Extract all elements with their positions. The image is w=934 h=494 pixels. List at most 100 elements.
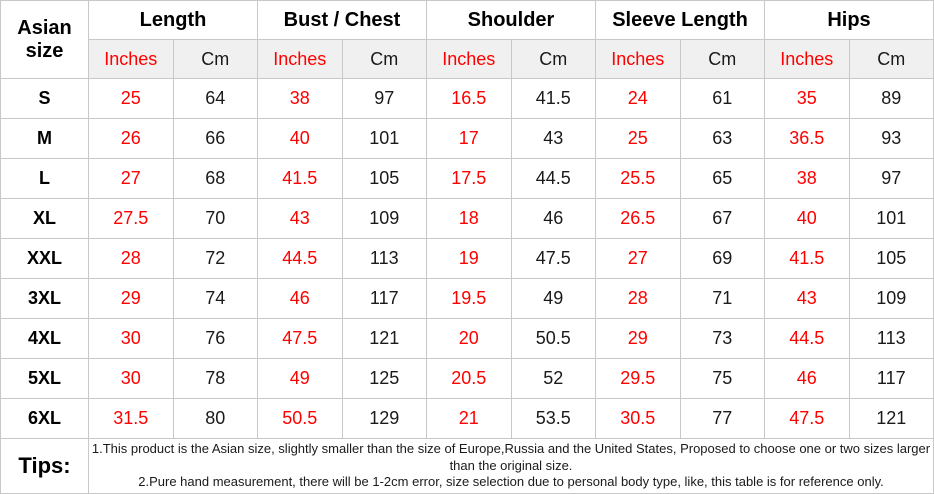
value-cell-cm: 76	[172, 318, 258, 359]
value-cell-cm: 125	[341, 358, 427, 399]
value-cell-inches: 36.5	[764, 118, 850, 159]
value-cell-cm: 129	[341, 398, 427, 439]
value-cell-cm: 68	[172, 158, 258, 199]
size-cell: XXL	[0, 238, 89, 279]
tip-note-2: 2.Pure hand measurement, there will be 1…	[138, 474, 884, 490]
unit-header-inches: Inches	[88, 39, 174, 79]
value-cell-inches: 40	[764, 198, 850, 239]
unit-header-cm: Cm	[848, 39, 934, 79]
table-row: XXL 28 72 44.5 113 19 47.5 27 69 41.5 105	[0, 238, 934, 279]
table-row: 3XL 29 74 46 117 19.5 49 28 71 43 109	[0, 278, 934, 319]
table-row: 6XL 31.5 80 50.5 129 21 53.5 30.5 77 47.5 121	[0, 398, 934, 439]
value-cell-cm: 101	[848, 198, 934, 239]
size-cell: 6XL	[0, 398, 89, 439]
value-cell-cm: 73	[679, 318, 765, 359]
value-cell-inches: 50.5	[257, 398, 343, 439]
value-cell-cm: 67	[679, 198, 765, 239]
table-row: 4XL 30 76 47.5 121 20 50.5 29 73 44.5 113	[0, 318, 934, 359]
value-cell-cm: 113	[341, 238, 427, 279]
value-cell-inches: 20.5	[426, 358, 512, 399]
header-bust-chest: Bust / Chest	[257, 0, 427, 40]
value-cell-inches: 19	[426, 238, 512, 279]
value-cell-cm: 63	[679, 118, 765, 159]
value-cell-cm: 71	[679, 278, 765, 319]
value-cell-inches: 35	[764, 78, 850, 119]
value-cell-inches: 30	[88, 358, 174, 399]
table-row: L 27 68 41.5 105 17.5 44.5 25.5 65 38 97	[0, 158, 934, 199]
value-cell-cm: 47.5	[510, 238, 596, 279]
value-cell-cm: 66	[172, 118, 258, 159]
value-cell-cm: 105	[341, 158, 427, 199]
header-length: Length	[88, 0, 258, 40]
value-cell-inches: 43	[257, 198, 343, 239]
value-cell-inches: 17	[426, 118, 512, 159]
value-cell-cm: 117	[341, 278, 427, 319]
table-row: XL 27.5 70 43 109 18 46 26.5 67 40 101	[0, 198, 934, 239]
value-cell-inches: 28	[595, 278, 681, 319]
unit-header-inches: Inches	[257, 39, 343, 79]
value-cell-inches: 20	[426, 318, 512, 359]
value-cell-inches: 44.5	[257, 238, 343, 279]
value-cell-cm: 64	[172, 78, 258, 119]
tips-row: Tips: 1.This product is the Asian size, …	[0, 438, 934, 494]
measure-header-row: Asian size Length Bust / Chest Shoulder …	[0, 0, 934, 79]
value-cell-cm: 44.5	[510, 158, 596, 199]
unit-header-cm: Cm	[172, 39, 258, 79]
value-cell-inches: 44.5	[764, 318, 850, 359]
value-cell-cm: 52	[510, 358, 596, 399]
size-rows: S 25 64 38 97 16.5 41.5 24 61 35 89 M 26 66 40 101 17 43 2…	[0, 78, 934, 439]
value-cell-cm: 69	[679, 238, 765, 279]
value-cell-cm: 53.5	[510, 398, 596, 439]
value-cell-cm: 46	[510, 198, 596, 239]
unit-header-cm: Cm	[510, 39, 596, 79]
value-cell-inches: 25.5	[595, 158, 681, 199]
table-row: S 25 64 38 97 16.5 41.5 24 61 35 89	[0, 78, 934, 119]
header-hips: Hips	[764, 0, 934, 40]
header-shoulder: Shoulder	[426, 0, 596, 40]
value-cell-inches: 19.5	[426, 278, 512, 319]
value-cell-inches: 27.5	[88, 198, 174, 239]
value-cell-inches: 27	[88, 158, 174, 199]
unit-header-row: Inches Cm Inches Cm Inches Cm Inches Cm …	[1, 39, 934, 79]
size-cell: L	[0, 158, 89, 199]
value-cell-inches: 41.5	[257, 158, 343, 199]
value-cell-inches: 29	[595, 318, 681, 359]
value-cell-cm: 75	[679, 358, 765, 399]
value-cell-inches: 29	[88, 278, 174, 319]
value-cell-cm: 78	[172, 358, 258, 399]
value-cell-cm: 121	[341, 318, 427, 359]
value-cell-inches: 47.5	[764, 398, 850, 439]
value-cell-cm: 97	[848, 158, 934, 199]
size-cell: S	[0, 78, 89, 119]
size-cell: M	[0, 118, 89, 159]
value-cell-inches: 30	[88, 318, 174, 359]
value-cell-cm: 93	[848, 118, 934, 159]
value-cell-cm: 101	[341, 118, 427, 159]
value-cell-inches: 17.5	[426, 158, 512, 199]
value-cell-inches: 43	[764, 278, 850, 319]
value-cell-cm: 109	[341, 198, 427, 239]
corner-header-asian-size: Asian size	[0, 0, 89, 79]
size-cell: 4XL	[0, 318, 89, 359]
value-cell-cm: 89	[848, 78, 934, 119]
value-cell-cm: 72	[172, 238, 258, 279]
value-cell-cm: 105	[848, 238, 934, 279]
value-cell-inches: 21	[426, 398, 512, 439]
value-cell-inches: 46	[257, 278, 343, 319]
value-cell-inches: 16.5	[426, 78, 512, 119]
value-cell-cm: 80	[172, 398, 258, 439]
unit-header-inches: Inches	[426, 39, 512, 79]
value-cell-cm: 43	[510, 118, 596, 159]
table-row: M 26 66 40 101 17 43 25 63 36.5 93	[0, 118, 934, 159]
value-cell-inches: 28	[88, 238, 174, 279]
unit-header-inches: Inches	[595, 39, 681, 79]
table-row: 5XL 30 78 49 125 20.5 52 29.5 75 46 117	[0, 358, 934, 399]
value-cell-inches: 46	[764, 358, 850, 399]
value-cell-inches: 47.5	[257, 318, 343, 359]
value-cell-cm: 117	[848, 358, 934, 399]
value-cell-cm: 109	[848, 278, 934, 319]
size-cell: XL	[0, 198, 89, 239]
value-cell-cm: 49	[510, 278, 596, 319]
tips-notes: 1.This product is the Asian size, slight…	[88, 438, 934, 494]
